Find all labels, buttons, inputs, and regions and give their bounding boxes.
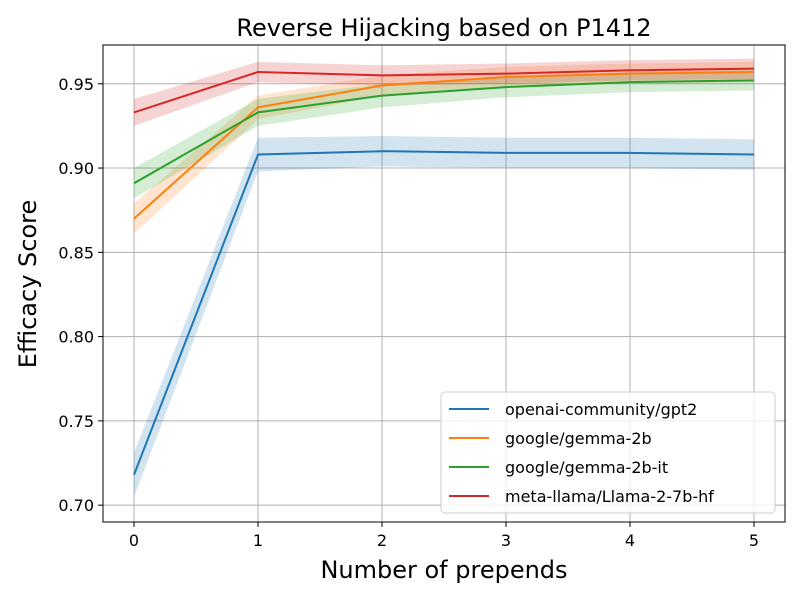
y-axis-ticks: 0.70 0.75 0.80 0.85 0.90 0.95 <box>58 75 103 515</box>
chart-title: Reverse Hijacking based on P1412 <box>236 14 651 42</box>
x-tick-label: 2 <box>377 531 387 550</box>
plot-frame <box>102 44 786 523</box>
grid <box>103 45 785 522</box>
legend-label: meta-llama/Llama-2-7b-hf <box>505 487 714 506</box>
x-tick-label: 1 <box>253 531 263 550</box>
legend: openai-community/gpt2 google/gemma-2b goog… <box>440 391 776 514</box>
x-tick-label: 3 <box>501 531 511 550</box>
series-line-3 <box>133 67 755 114</box>
x-tick-label: 4 <box>625 531 635 550</box>
series-line-2 <box>133 79 755 185</box>
x-axis-label: Number of prepends <box>320 556 567 584</box>
y-tick-label: 0.80 <box>58 328 94 347</box>
x-axis-ticks: 0 1 2 3 4 5 <box>129 522 759 550</box>
series-lines <box>133 67 755 476</box>
series-line-0 <box>133 150 755 476</box>
y-tick-label: 0.85 <box>58 243 94 262</box>
x-tick-label: 5 <box>749 531 759 550</box>
legend-label: openai-community/gpt2 <box>505 400 697 419</box>
legend-box <box>440 391 776 514</box>
y-tick-label: 0.75 <box>58 412 94 431</box>
legend-label: google/gemma-2b <box>505 429 652 448</box>
y-axis-label: Efficacy Score <box>14 200 42 369</box>
legend-label: google/gemma-2b-it <box>505 458 668 477</box>
y-tick-label: 0.95 <box>58 75 94 94</box>
y-tick-label: 0.70 <box>58 496 94 515</box>
confidence-band-1 <box>134 61 754 234</box>
x-tick-label: 0 <box>129 531 139 550</box>
series-line-1 <box>133 70 755 220</box>
y-tick-label: 0.90 <box>58 159 94 178</box>
